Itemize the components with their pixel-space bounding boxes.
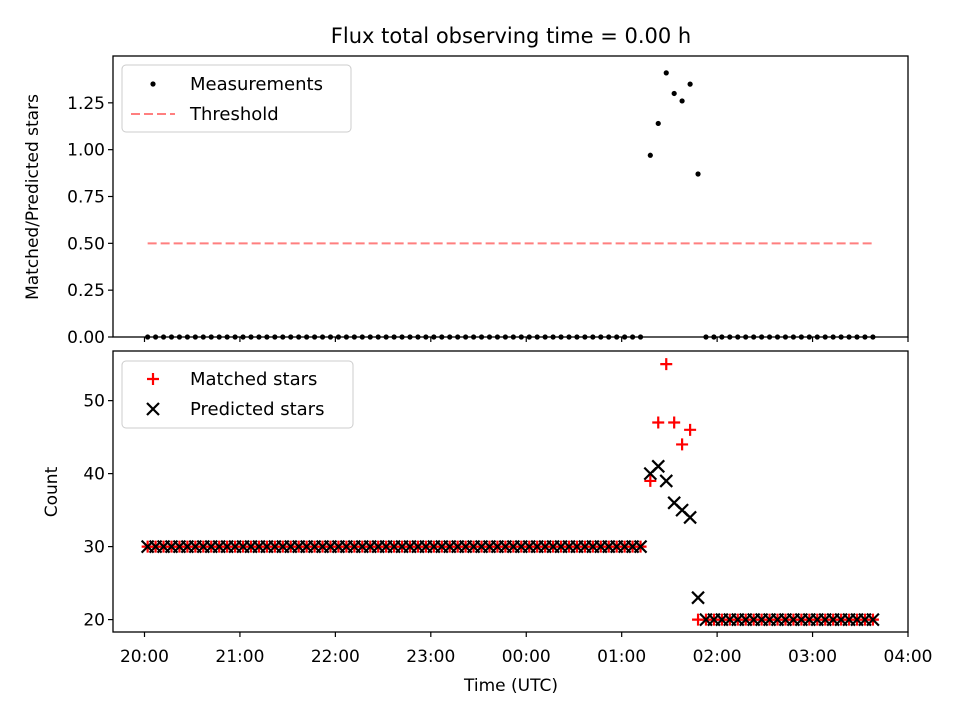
top-y-tick-label: 0.00 — [67, 328, 105, 348]
legend-predicted-marker — [146, 402, 160, 416]
bottom-y-tick-label: 20 — [83, 611, 105, 631]
measurements-point — [687, 81, 693, 87]
measurements-point — [679, 98, 685, 104]
x-tick-label: 23:00 — [406, 647, 455, 667]
bottom-y-tick-label: 30 — [83, 538, 105, 558]
predicted-stars-point — [659, 474, 674, 488]
bottom-y-tick-label: 50 — [83, 392, 105, 412]
matched-stars-point — [644, 474, 657, 487]
top-y-ticks: 0.00 0.25 0.50 0.75 1.00 1.25 — [67, 94, 113, 348]
bottom-y-ticks: 20 30 40 50 — [83, 392, 113, 631]
x-tick-label: 00:00 — [502, 647, 551, 667]
legend-matched-marker — [147, 373, 159, 385]
top-legend: Measurements Threshold — [121, 64, 352, 133]
x-tick-label: 01:00 — [597, 647, 646, 667]
matched-stars-point — [668, 416, 681, 429]
predicted-stars-point — [633, 539, 648, 554]
x-axis-label: Time (UTC) — [463, 676, 558, 696]
matched-stars-point — [652, 416, 665, 429]
measurements-point — [647, 152, 653, 158]
top-x-ticks — [143, 337, 909, 342]
top-y-tick-label: 0.50 — [67, 234, 105, 254]
predicted-stars-point — [651, 459, 666, 474]
matched-stars-point — [676, 438, 689, 451]
predicted-stars-point — [683, 510, 697, 525]
x-tick-label: 02:00 — [693, 647, 742, 667]
bottom-x-ticks: 20:00 21:00 22:00 23:00 00:00 01:00 02:00 03:00… — [120, 632, 933, 667]
bottom-marks — [140, 358, 880, 627]
measurements-point — [695, 171, 701, 177]
top-y-tick-label: 0.75 — [67, 188, 105, 208]
bottom-y-tick-label: 40 — [83, 465, 105, 485]
chart-title: Flux total observing time = 0.00 h — [331, 24, 691, 48]
legend-measurements-label: Measurements — [190, 74, 323, 95]
predicted-stars-point — [691, 590, 705, 605]
top-y-axis-label: Matched/Predicted stars — [23, 94, 43, 300]
measurements-point — [671, 90, 677, 97]
predicted-stars-point — [866, 612, 880, 627]
top-y-tick-label: 1.00 — [67, 141, 105, 161]
bottom-panel: 20 30 40 50 20:00 21:00 22:00 23:00 00:00 01:00 0… — [42, 350, 933, 696]
legend-matched-label: Matched stars — [190, 369, 317, 390]
legend-threshold-label: Threshold — [189, 104, 279, 125]
x-tick-label: 03:00 — [788, 647, 837, 667]
x-tick-label: 20:00 — [120, 647, 169, 667]
measurements-point — [663, 70, 669, 76]
x-tick-label: 04:00 — [884, 647, 933, 667]
bottom-axes-frame — [112, 350, 909, 633]
legend-measurements-marker — [150, 81, 156, 87]
top-y-tick-label: 0.25 — [67, 281, 105, 301]
bottom-legend: Matched stars Predicted stars — [121, 360, 354, 429]
measurements-point — [655, 120, 661, 127]
top-panel: 0.00 0.25 0.50 0.75 1.00 1.25 Matched/Predict… — [23, 55, 909, 348]
top-legend-box — [121, 64, 352, 133]
top-y-tick-label: 1.25 — [67, 94, 105, 114]
bottom-y-axis-label: Count — [42, 466, 62, 517]
matched-stars-point — [684, 423, 697, 436]
bottom-legend-box — [121, 360, 354, 429]
x-tick-label: 22:00 — [311, 647, 360, 667]
matched-stars-point — [660, 358, 673, 371]
legend-predicted-label: Predicted stars — [190, 399, 324, 420]
x-tick-label: 21:00 — [215, 647, 264, 667]
